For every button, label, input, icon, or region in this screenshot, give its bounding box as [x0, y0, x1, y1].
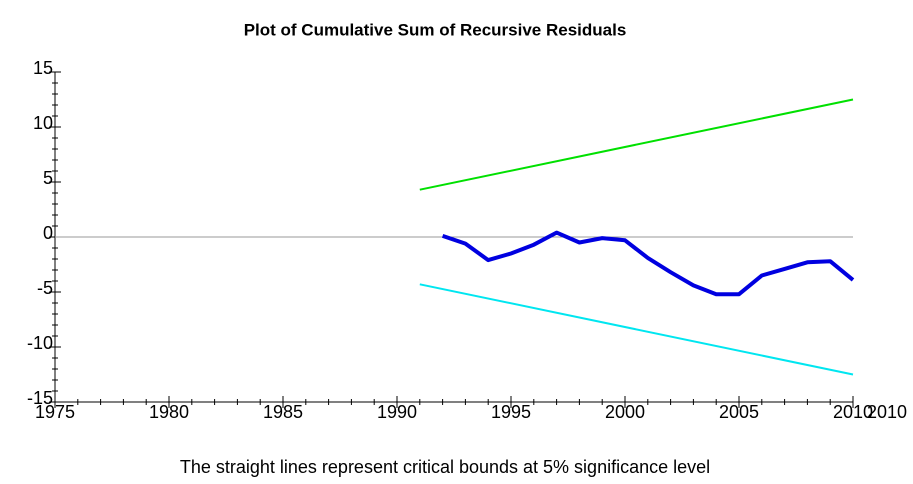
y-tick-label: 5 — [43, 168, 53, 188]
x-tick-label: 2000 — [605, 402, 645, 422]
x-tick-label: 1985 — [263, 402, 303, 422]
y-tick-label: -5 — [37, 278, 53, 298]
series-line — [419, 283, 854, 376]
series-line — [441, 230, 855, 297]
x-tick-label: 2005 — [719, 402, 759, 422]
x-tick-label: 1995 — [491, 402, 531, 422]
chart-title: Plot of Cumulative Sum of Recursive Resi… — [244, 20, 627, 39]
y-tick-label: 10 — [33, 113, 53, 133]
caption: The straight lines represent critical bo… — [180, 457, 710, 477]
x-tick-label: 1975 — [35, 402, 75, 422]
x-tick-label: 2010 — [833, 402, 873, 422]
y-tick-label: 15 — [33, 58, 53, 78]
y-tick-label: -15 — [27, 388, 53, 408]
y-tick-label: 0 — [43, 223, 53, 243]
y-tick-label: -10 — [27, 333, 53, 353]
annotation: 2010 — [867, 402, 907, 422]
x-tick-label: 1990 — [377, 402, 417, 422]
series-line — [419, 98, 854, 191]
x-tick-label: 1980 — [149, 402, 189, 422]
